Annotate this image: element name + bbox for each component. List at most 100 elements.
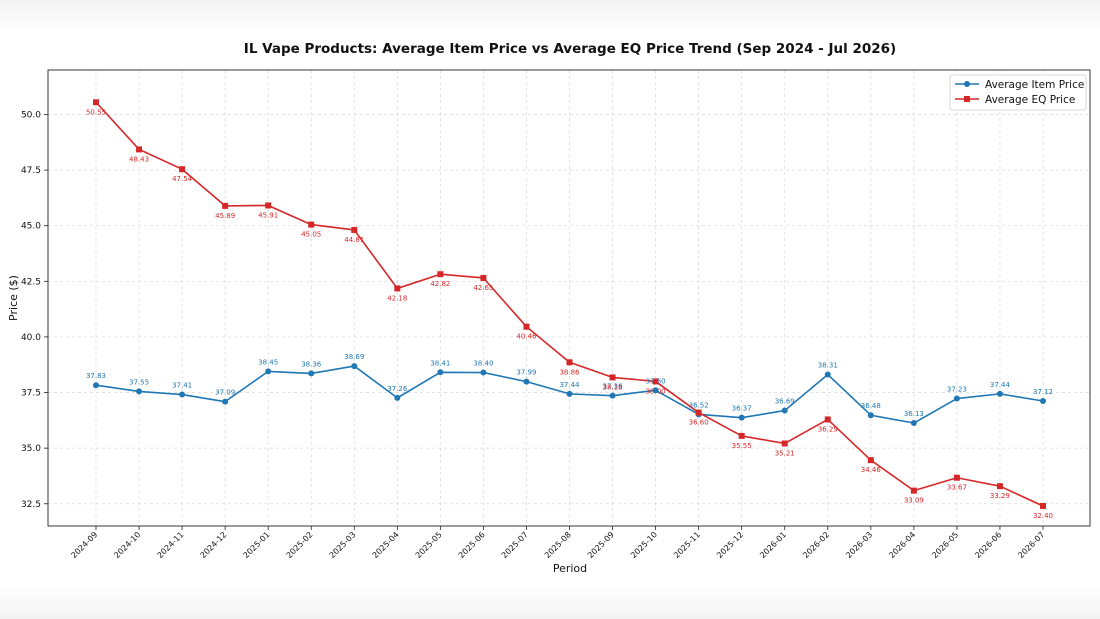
data-point bbox=[652, 387, 659, 394]
series-eq-price bbox=[93, 99, 1046, 509]
y-tick-label: 47.5 bbox=[21, 166, 41, 176]
x-tick-label: 2026-06 bbox=[973, 530, 1003, 560]
data-label: 33.09 bbox=[904, 497, 924, 505]
data-label: 33.67 bbox=[947, 484, 967, 492]
data-point bbox=[910, 487, 917, 494]
y-tick-label: 40.0 bbox=[21, 333, 41, 343]
y-axis-label: Price ($) bbox=[7, 275, 20, 321]
data-point bbox=[695, 409, 702, 416]
data-label: 37.44 bbox=[559, 381, 580, 389]
data-label: 42.18 bbox=[387, 294, 407, 302]
data-label: 37.55 bbox=[129, 378, 149, 386]
data-label: 42.65 bbox=[473, 284, 493, 292]
data-label: 50.55 bbox=[86, 108, 106, 116]
data-point bbox=[910, 420, 917, 427]
x-tick-label: 2026-05 bbox=[930, 530, 960, 560]
data-point bbox=[566, 359, 573, 366]
data-point bbox=[351, 226, 358, 233]
x-tick-label: 2024-10 bbox=[112, 530, 142, 560]
data-label: 45.05 bbox=[301, 231, 321, 239]
data-point bbox=[824, 371, 831, 378]
data-point bbox=[781, 440, 788, 447]
data-point bbox=[136, 388, 143, 395]
data-point bbox=[179, 166, 186, 173]
data-label: 37.60 bbox=[646, 377, 666, 385]
y-tick-label: 42.5 bbox=[21, 277, 41, 287]
data-point bbox=[652, 378, 659, 385]
data-label: 36.48 bbox=[861, 402, 881, 410]
y-axis: 32.5 35.0 37.5 40.0 42.5 45.0 47.5 50.0 bbox=[21, 110, 48, 510]
legend-label-eq-price: Average EQ Price bbox=[985, 94, 1075, 106]
data-point bbox=[351, 363, 358, 370]
data-label: 38.69 bbox=[344, 353, 364, 361]
y-tick-label: 35.0 bbox=[21, 444, 41, 454]
data-point bbox=[437, 369, 444, 376]
data-point bbox=[1040, 397, 1046, 404]
data-label: 37.09 bbox=[215, 389, 235, 397]
data-point bbox=[480, 369, 487, 376]
y-tick-label: 32.5 bbox=[21, 500, 41, 510]
data-point bbox=[1040, 502, 1046, 509]
data-point bbox=[738, 414, 745, 421]
y-tick-label: 37.5 bbox=[21, 389, 41, 399]
data-point bbox=[953, 474, 960, 481]
data-label: 47.54 bbox=[172, 175, 193, 183]
data-label: 45.89 bbox=[215, 212, 235, 220]
x-tick-label: 2025-10 bbox=[629, 530, 659, 560]
x-tick-label: 2026-03 bbox=[844, 530, 874, 560]
legend-marker-eq-price bbox=[964, 96, 970, 102]
data-point bbox=[867, 412, 874, 419]
data-point bbox=[93, 99, 99, 106]
data-label: 36.52 bbox=[689, 401, 709, 409]
data-point bbox=[308, 370, 315, 377]
legend-label-item-price: Average Item Price bbox=[985, 79, 1084, 91]
data-label: 37.41 bbox=[172, 382, 192, 390]
x-tick-label: 2025-01 bbox=[242, 530, 272, 560]
plot-frame bbox=[47, 69, 1091, 527]
data-label: 37.36 bbox=[603, 383, 624, 391]
x-tick-label: 2025-06 bbox=[457, 530, 487, 560]
data-label: 40.46 bbox=[516, 333, 537, 341]
data-point bbox=[437, 271, 444, 278]
x-tick-label: 2025-03 bbox=[328, 530, 358, 560]
data-point bbox=[523, 378, 530, 385]
data-point bbox=[308, 221, 315, 228]
data-label: 32.40 bbox=[1033, 512, 1053, 520]
data-point bbox=[222, 398, 229, 405]
x-tick-label: 2025-11 bbox=[672, 530, 702, 560]
x-axis: 2024-09 2024-10 2024-11 2024-12 2025-01 2025-… bbox=[69, 526, 1046, 560]
legend-box bbox=[949, 74, 1087, 111]
data-label: 38.41 bbox=[430, 359, 450, 367]
data-label: 38.18 bbox=[603, 383, 623, 391]
x-tick-label: 2025-04 bbox=[371, 530, 401, 560]
data-label: 37.23 bbox=[947, 386, 967, 394]
data-label: 38.45 bbox=[258, 358, 278, 366]
data-label: 38.36 bbox=[301, 360, 322, 368]
data-label: 35.21 bbox=[775, 449, 795, 457]
x-tick-label: 2025-12 bbox=[715, 530, 745, 560]
grid-lines bbox=[48, 70, 1090, 526]
series-item-price bbox=[93, 363, 1046, 427]
x-tick-label: 2026-04 bbox=[887, 530, 917, 560]
legend-marker-item-price bbox=[964, 81, 970, 87]
x-tick-label: 2025-05 bbox=[414, 530, 444, 560]
x-tick-label: 2024-12 bbox=[199, 530, 229, 560]
data-point bbox=[609, 374, 616, 381]
data-label: 38.31 bbox=[818, 362, 838, 370]
data-point bbox=[265, 368, 272, 375]
x-tick-label: 2026-02 bbox=[801, 530, 831, 560]
data-label: 36.37 bbox=[732, 405, 752, 413]
data-label: 33.29 bbox=[990, 492, 1010, 500]
data-label: 38.00 bbox=[646, 387, 666, 395]
data-label: 38.40 bbox=[473, 360, 493, 368]
data-point bbox=[996, 483, 1003, 490]
x-tick-label: 2024-09 bbox=[69, 530, 99, 560]
x-tick-label: 2025-08 bbox=[543, 530, 573, 560]
data-labels: 37.83 37.55 37.41 37.09 38.45 38.36 38.69 37.26… bbox=[86, 108, 1053, 520]
y-tick-label: 45.0 bbox=[21, 222, 41, 232]
chart-title: IL Vape Products: Average Item Price vs … bbox=[244, 41, 896, 57]
x-tick-label: 2026-01 bbox=[758, 530, 788, 560]
data-point bbox=[179, 391, 186, 398]
